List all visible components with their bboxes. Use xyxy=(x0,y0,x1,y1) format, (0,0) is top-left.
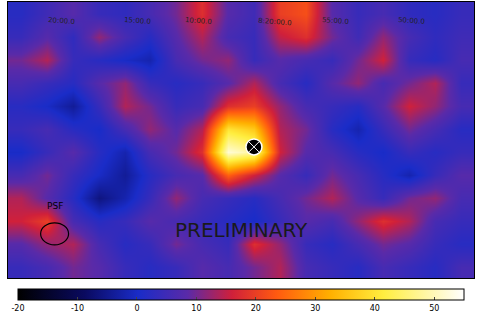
svg-text:8:20:00.0: 8:20:00.0 xyxy=(258,17,292,27)
svg-text:20: 20 xyxy=(251,304,261,313)
svg-text:20:00.0: 20:00.0 xyxy=(48,16,75,26)
svg-text:-10: -10 xyxy=(71,304,84,313)
svg-text:55:00.0: 55:00.0 xyxy=(322,16,349,26)
svg-text:50: 50 xyxy=(429,304,439,313)
svg-text:10: 10 xyxy=(191,304,201,313)
svg-text:40: 40 xyxy=(370,304,380,313)
svg-text:15:00.0: 15:00.0 xyxy=(124,16,151,26)
svg-text:0: 0 xyxy=(134,304,139,313)
svg-text:10:00.0: 10:00.0 xyxy=(185,16,212,26)
svg-text:-20: -20 xyxy=(11,304,24,313)
svg-text:PSF: PSF xyxy=(47,201,63,211)
svg-text:50:00.0: 50:00.0 xyxy=(398,16,425,26)
svg-text:30: 30 xyxy=(310,304,320,313)
svg-text:PRELIMINARY: PRELIMINARY xyxy=(175,218,308,242)
